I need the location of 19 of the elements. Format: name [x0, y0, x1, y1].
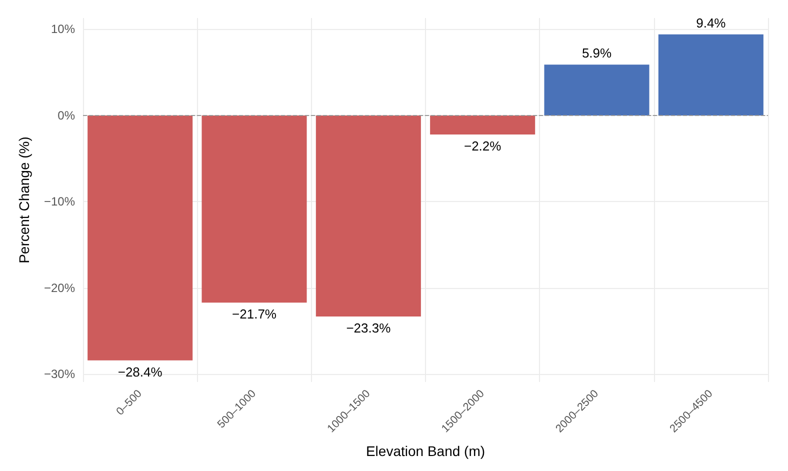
y-tick-label: 0% [58, 108, 76, 122]
bar [316, 115, 421, 316]
x-axis-title: Elevation Band (m) [366, 443, 486, 459]
bar [544, 64, 650, 116]
data-label: −23.3% [346, 320, 392, 336]
y-tick-label: −10% [44, 194, 76, 209]
bar [202, 115, 307, 303]
y-tick-label: −20% [44, 280, 76, 295]
data-label: 9.4% [696, 15, 726, 30]
bar [88, 115, 193, 360]
data-label: −2.2% [464, 138, 502, 154]
data-label: 5.9% [582, 46, 612, 61]
bar [658, 34, 764, 116]
bar [430, 115, 536, 134]
data-label: −21.7% [232, 306, 277, 322]
y-axis-title: Percent Change (%) [16, 136, 32, 264]
data-label: −28.4% [118, 364, 163, 380]
y-tick-label: −30% [44, 367, 76, 382]
y-tick-label: 10% [50, 22, 76, 36]
